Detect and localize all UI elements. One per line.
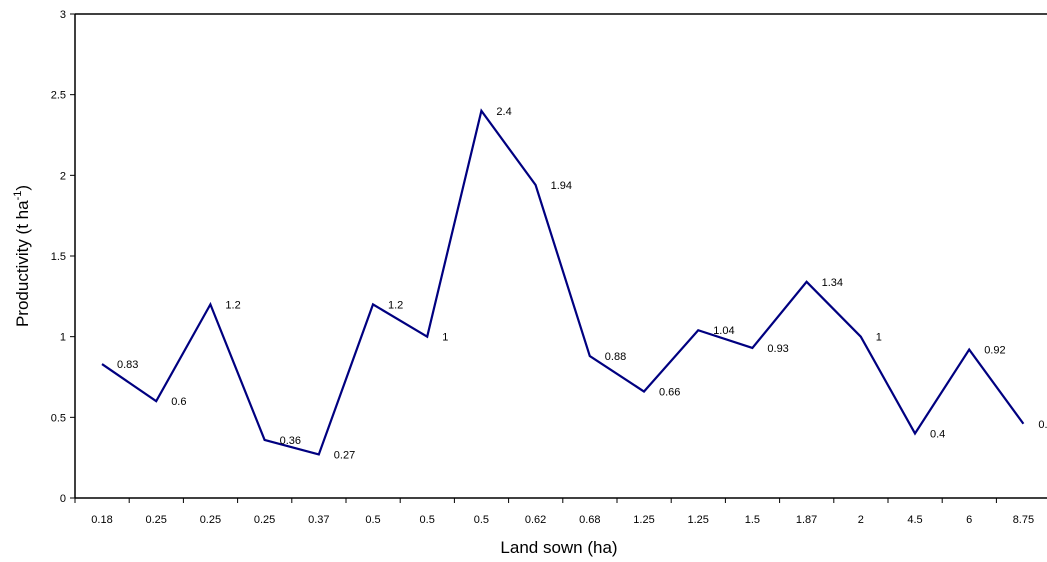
data-label: 1.2 bbox=[225, 299, 240, 311]
x-tick-label: 0.25 bbox=[254, 514, 275, 526]
x-tick-label: 1.5 bbox=[745, 514, 760, 526]
series-line bbox=[101, 108, 1025, 456]
x-tick-label: 2 bbox=[858, 514, 864, 526]
series-group bbox=[101, 108, 1025, 456]
data-label: 0.27 bbox=[334, 449, 355, 461]
y-tick-label: 1.5 bbox=[51, 251, 66, 263]
data-label: 0.83 bbox=[117, 359, 138, 371]
x-tick-label: 0.5 bbox=[365, 514, 380, 526]
data-label: 0.88 bbox=[605, 351, 626, 363]
x-tick-label: 1.25 bbox=[633, 514, 654, 526]
y-tick-label: 0.5 bbox=[51, 412, 66, 424]
data-label: 0.4 bbox=[930, 428, 945, 440]
x-tick-label: 0.25 bbox=[200, 514, 221, 526]
data-labels: 0.83 0.6 1.2 0.36 0.27 1.2 1 2.4 1.94 0.88 0.66 1.0… bbox=[117, 106, 1047, 462]
y-tick-label: 2.5 bbox=[51, 90, 66, 102]
data-label: 1 bbox=[442, 332, 448, 344]
y-tick-label: 3 bbox=[60, 9, 66, 21]
data-label: 2.4 bbox=[496, 106, 511, 118]
y-tick-label: 2 bbox=[60, 170, 66, 182]
data-label: 1 bbox=[876, 332, 882, 344]
y-axis-title-main: Productivity (t ha bbox=[13, 200, 32, 327]
data-label: 0.46 bbox=[1038, 419, 1047, 431]
x-tick-label: 1.87 bbox=[796, 514, 817, 526]
x-axis-ticks: 0.18 0.25 0.25 0.25 0.37 0.5 0.5 0.5 0.62 0.68 1.2… bbox=[74, 498, 1034, 526]
data-label: 0.66 bbox=[659, 387, 680, 399]
y-axis-title-superscript: -1 bbox=[12, 191, 24, 201]
x-tick-label: 0.62 bbox=[525, 514, 546, 526]
data-label: 0.93 bbox=[767, 343, 788, 355]
data-label: 0.6 bbox=[171, 396, 186, 408]
y-axis-ticks: 0 0.5 1 1.5 2 2.5 3 bbox=[51, 9, 75, 505]
data-label: 0.36 bbox=[280, 435, 301, 447]
x-tick-label: 0.5 bbox=[420, 514, 435, 526]
x-tick-label: 8.75 bbox=[1013, 514, 1034, 526]
x-tick-label: 0.5 bbox=[474, 514, 489, 526]
x-tick-label: 6 bbox=[966, 514, 972, 526]
x-tick-label: 4.5 bbox=[907, 514, 922, 526]
x-tick-label: 0.37 bbox=[308, 514, 329, 526]
data-label: 1.04 bbox=[713, 325, 734, 337]
x-tick-label: 1.25 bbox=[687, 514, 708, 526]
x-tick-label: 0.18 bbox=[91, 514, 112, 526]
y-axis-title-close: ) bbox=[13, 185, 32, 191]
data-label: 1.94 bbox=[551, 180, 572, 192]
y-tick-label: 0 bbox=[60, 493, 66, 505]
plot-frame bbox=[74, 13, 1047, 499]
data-label: 1.34 bbox=[822, 277, 843, 289]
x-tick-label: 0.25 bbox=[145, 514, 166, 526]
y-axis-title: Productivity (t ha-1) bbox=[12, 185, 32, 327]
y-tick-label: 1 bbox=[60, 332, 66, 344]
data-label: 1.2 bbox=[388, 299, 403, 311]
data-label: 0.92 bbox=[984, 345, 1005, 357]
x-axis-title: Land sown (ha) bbox=[500, 538, 617, 557]
x-tick-label: 0.68 bbox=[579, 514, 600, 526]
